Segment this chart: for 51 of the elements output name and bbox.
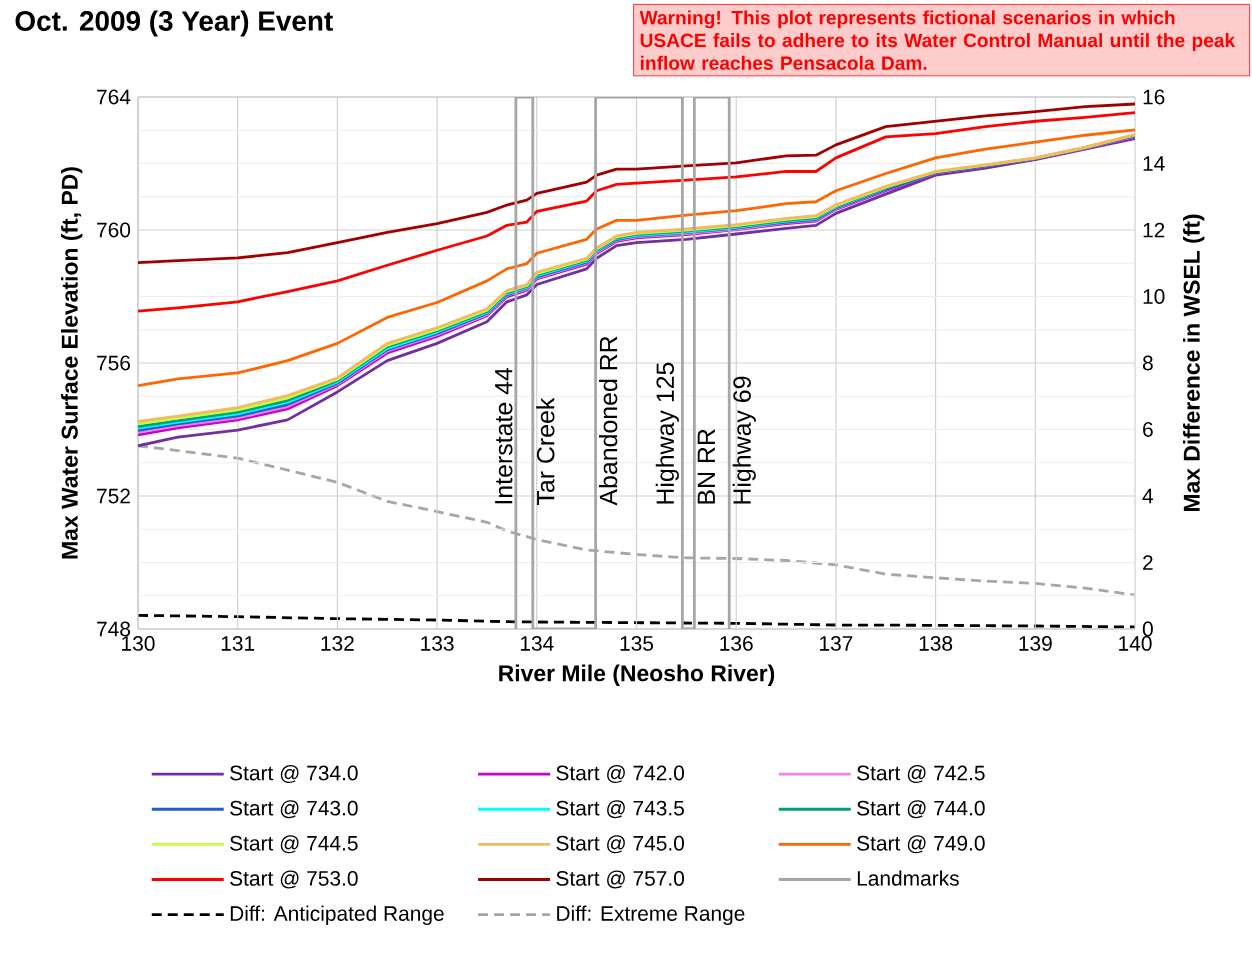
legend-label: Start @ 753.0 — [230, 870, 358, 889]
x-tick-label: 131 — [221, 636, 255, 651]
text: Warning! This plot represents fictional scenarios in which USACE fails to adhere to its Water Control Manual until the peak inflow reaches Pensacola Dam. — [639, 10, 1236, 70]
annotation: BN RR — [697, 429, 715, 504]
legend-label: Start @ 757.0 — [556, 870, 685, 889]
legend-label: Start @ 744.5 — [230, 835, 358, 854]
y2-tick-label: 16 — [1143, 89, 1165, 105]
x-tick-label: 138 — [919, 636, 953, 651]
y-tick-label: 760 — [97, 222, 131, 238]
x-tick-label: 136 — [720, 636, 753, 651]
x-tick-label: 137 — [820, 636, 853, 651]
annotation: Highway 69 — [732, 376, 756, 504]
legend-label: Start @ 744.0 — [857, 800, 985, 819]
line-series — [138, 111, 1136, 313]
x-tick-label: 130 — [122, 636, 155, 651]
y-axis-title: Max Water Surface Elevation (ft, PD) — [61, 167, 83, 559]
y2-tick-label: 10 — [1143, 289, 1165, 304]
y-tick-label: 752 — [97, 488, 130, 504]
x-tick-label: 135 — [620, 636, 654, 651]
legend-label: Start @ 749.0 — [857, 835, 985, 854]
legend-label: Start @ 743.0 — [230, 800, 358, 819]
annotation: Interstate 44 — [495, 367, 513, 504]
annotation: Abandoned RR — [599, 336, 618, 506]
annotation: Tar Creek — [536, 397, 555, 506]
y2-tick-label: 6 — [1143, 422, 1153, 437]
legend-label: Start @ 742.5 — [857, 765, 985, 784]
legend-label: Start @ 743.5 — [556, 800, 684, 819]
x-tick-label: 134 — [520, 636, 554, 651]
x-axis-title: River Mile (Neosho River) — [499, 664, 775, 686]
annotation: Highway 125 — [655, 362, 679, 504]
y-tick-label: 748 — [97, 621, 131, 637]
x-tick-label: 132 — [321, 636, 354, 651]
y2-tick-label: 14 — [1143, 156, 1165, 171]
legend-label: Landmarks — [857, 870, 959, 886]
y2-tick-label: 12 — [1143, 222, 1165, 238]
chart-title: Oct. 2009 (3 Year) Event — [15, 10, 333, 37]
legend-label: Diff: Anticipated Range — [230, 905, 444, 926]
x-tick-label: 139 — [1019, 636, 1052, 651]
legend-label: Start @ 742.0 — [556, 765, 685, 784]
y2-tick-label: 0 — [1142, 621, 1153, 637]
y2-tick-label: 8 — [1142, 355, 1153, 371]
y-tick-label: 756 — [97, 355, 131, 371]
x-tick-label: 133 — [421, 636, 454, 651]
y2-tick-label: 4 — [1142, 488, 1154, 504]
legend-label: Start @ 734.0 — [230, 765, 358, 784]
y2-tick-label: 2 — [1143, 555, 1153, 570]
x-tick-label: 140 — [1119, 636, 1152, 651]
y-tick-label: 764 — [97, 89, 131, 105]
legend-label: Diff: Extreme Range — [557, 905, 745, 926]
y2-axis-title: Max Difference in WSEL (ft) — [1183, 214, 1205, 512]
legend-label: Start @ 745.0 — [556, 835, 685, 854]
